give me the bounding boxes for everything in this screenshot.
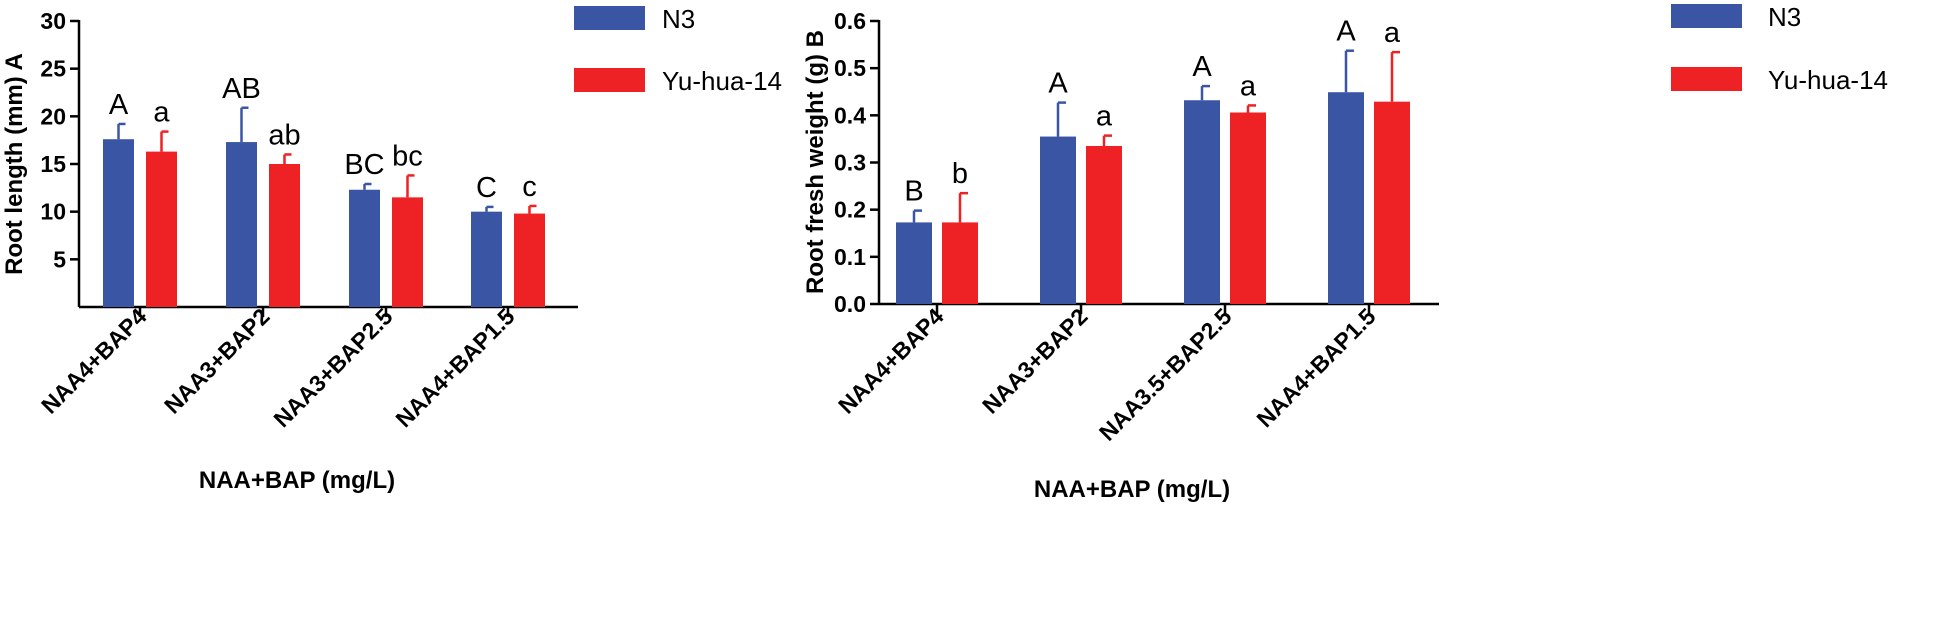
y-axis-title: Root length (mm) A bbox=[1, 53, 28, 275]
x-category-label: NAA3+BAP2 bbox=[159, 303, 275, 419]
legend-swatch bbox=[574, 6, 645, 30]
bar-yu-hua-14 bbox=[1230, 112, 1266, 305]
bar-n3 bbox=[1040, 136, 1076, 304]
x-category-label: NAA4+BAP1.5 bbox=[390, 303, 519, 432]
bar-n3 bbox=[349, 189, 380, 307]
bar-yu-hua-14 bbox=[146, 151, 177, 307]
legend-swatch bbox=[574, 68, 645, 92]
legend-label: N3 bbox=[1768, 2, 1801, 32]
significance-label: bc bbox=[392, 140, 423, 172]
bar-yu-hua-14 bbox=[514, 213, 545, 307]
significance-label: b bbox=[952, 158, 968, 190]
legend-label: Yu-hua-14 bbox=[662, 66, 782, 96]
significance-label: A bbox=[1336, 16, 1356, 48]
legend-label: Yu-hua-14 bbox=[1768, 65, 1888, 95]
y-tick-label: 10 bbox=[40, 199, 66, 225]
bar-n3 bbox=[1184, 100, 1220, 305]
bar-yu-hua-14 bbox=[269, 164, 300, 307]
y-axis-title: Root fresh weight (g) B bbox=[802, 30, 829, 294]
x-axis-title: NAA+BAP (mg/L) bbox=[1034, 476, 1230, 503]
x-category-label: NAA3+BAP2.5 bbox=[268, 303, 397, 432]
significance-label: A bbox=[109, 89, 129, 121]
bar-yu-hua-14 bbox=[942, 222, 978, 304]
x-category-label: NAA4+BAP4 bbox=[36, 303, 152, 419]
significance-label: A bbox=[1048, 68, 1068, 100]
y-tick-label: 20 bbox=[40, 103, 66, 129]
significance-label: BC bbox=[344, 149, 384, 181]
x-category-label: NAA4+BAP4 bbox=[833, 303, 949, 419]
significance-label: a bbox=[1384, 17, 1401, 49]
significance-label: B bbox=[904, 176, 923, 208]
y-tick-label: 0.6 bbox=[834, 8, 866, 34]
y-tick-label: 15 bbox=[40, 151, 66, 177]
y-tick-label: 0.1 bbox=[834, 244, 866, 270]
bar-yu-hua-14 bbox=[1086, 145, 1122, 304]
bar-n3 bbox=[103, 139, 134, 307]
bar-yu-hua-14 bbox=[392, 197, 423, 307]
significance-label: a bbox=[1240, 70, 1257, 102]
y-tick-label: 0.5 bbox=[834, 55, 866, 81]
x-category-label: NAA3+BAP2 bbox=[977, 303, 1093, 419]
significance-label: a bbox=[153, 97, 170, 129]
x-category-label: NAA4+BAP1.5 bbox=[1251, 303, 1380, 432]
y-tick-label: 0.3 bbox=[834, 150, 866, 176]
bar-yu-hua-14 bbox=[1374, 101, 1410, 304]
y-tick-label: 5 bbox=[53, 246, 66, 272]
y-tick-label: 0.2 bbox=[834, 197, 866, 223]
legend-swatch bbox=[1671, 67, 1742, 91]
bar-n3 bbox=[896, 222, 932, 304]
significance-label: c bbox=[522, 171, 537, 203]
y-tick-label: 25 bbox=[40, 56, 66, 82]
legend-label: N3 bbox=[662, 4, 695, 34]
x-axis-title: NAA+BAP (mg/L) bbox=[199, 467, 395, 494]
y-tick-label: 0.0 bbox=[834, 291, 866, 317]
significance-label: ab bbox=[268, 119, 300, 151]
significance-label: AB bbox=[222, 73, 261, 105]
legend-swatch bbox=[1671, 4, 1742, 28]
bar-n3 bbox=[226, 142, 257, 307]
bar-n3 bbox=[1328, 92, 1364, 304]
y-tick-label: 0.4 bbox=[834, 102, 866, 128]
x-category-label: NAA3.5+BAP2.5 bbox=[1094, 303, 1237, 446]
significance-label: a bbox=[1096, 101, 1113, 133]
significance-label: A bbox=[1192, 51, 1212, 83]
bar-n3 bbox=[471, 211, 502, 307]
significance-label: C bbox=[476, 172, 497, 204]
chart-panel-root-length: 5 10 15 20 25 30 NAA4+BAP4 NAA3+BAP2NAA3+BAP2.5… bbox=[1, 4, 782, 494]
y-tick-label: 30 bbox=[40, 8, 66, 34]
